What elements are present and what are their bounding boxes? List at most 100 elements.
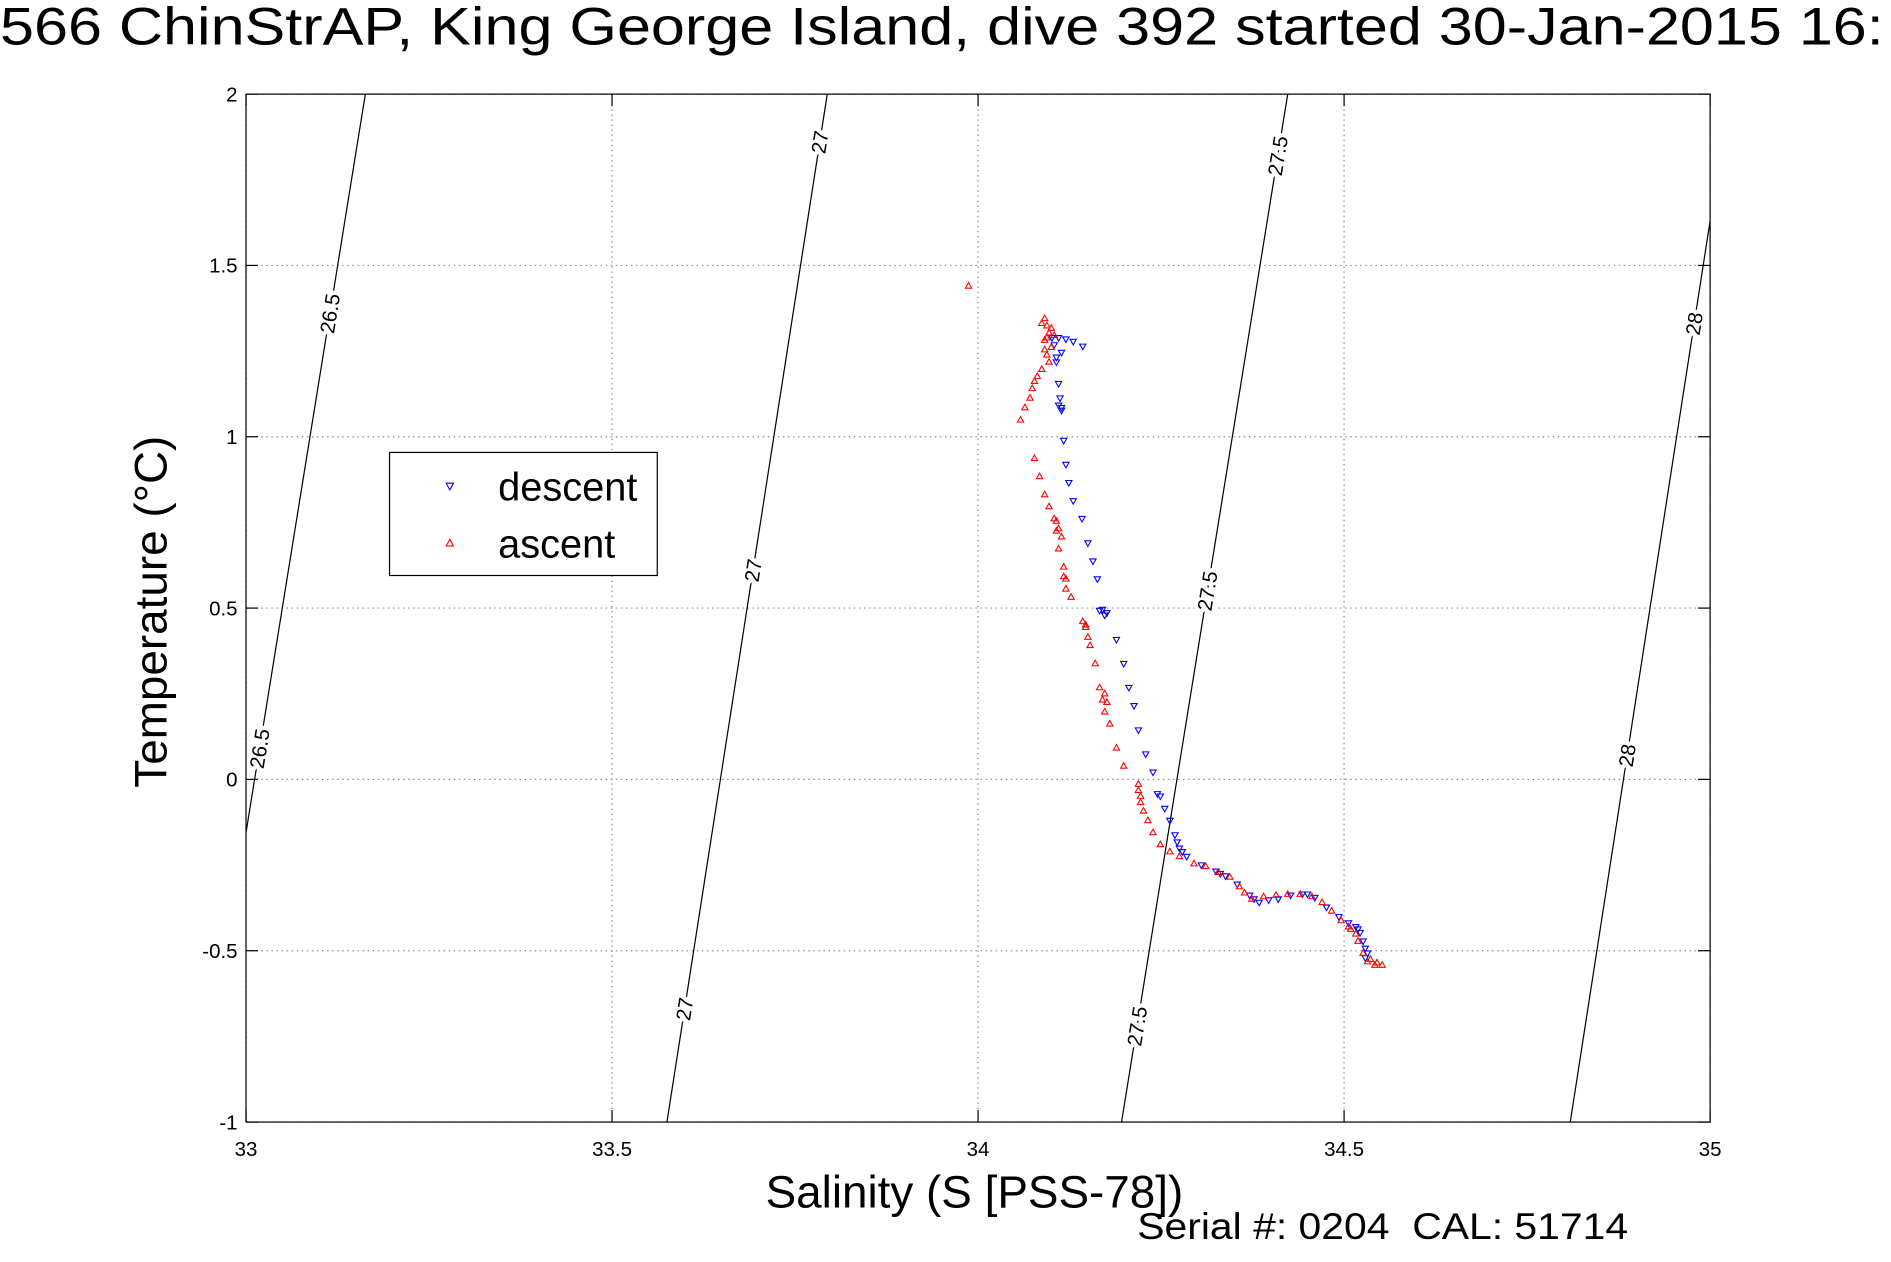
ascent-point [1271,890,1281,898]
ascent-point [1259,892,1268,900]
descent-point [1054,335,1063,343]
ascent-point [1091,659,1100,667]
ascent-point [1035,472,1044,480]
contour-label: 28 [1615,742,1641,768]
series-ascent [964,281,1387,968]
ascent-point [1061,584,1070,592]
ascent-point [1040,314,1049,322]
ascent-point [1033,371,1042,380]
ascent-point [1139,806,1148,814]
y-tick-label: 1 [226,426,237,449]
ascent-point [1040,490,1049,498]
contour-line-27.5 [1120,94,1289,1123]
ascent-point [1045,357,1054,365]
descent-point [1182,853,1191,861]
ascent-point [1175,852,1184,860]
ascent-point [1214,867,1223,875]
contour-line-27 [666,94,828,1123]
ascent-point [1318,897,1327,906]
ascent-point [1247,894,1256,902]
descent-point [1359,938,1368,946]
y-tick-label: -1 [219,1111,237,1134]
ascent-point [1047,323,1056,331]
descent-point [1322,904,1331,912]
ascent-point [1095,683,1104,691]
contour-label: 27 [672,996,698,1022]
descent-point [1221,873,1230,881]
ascent-point [1353,936,1363,944]
ascent-point [1037,318,1046,327]
ascent-point [1045,502,1054,510]
descent-point [1197,862,1206,870]
legend: descent ascent [388,451,658,577]
legend-box [388,451,658,577]
descent-point [1148,769,1158,777]
ascent-point [1235,882,1244,890]
descent-point [1361,945,1370,953]
legend-descent-label: descent [498,466,637,510]
descent-point [1264,897,1273,905]
ascent-point [1037,364,1046,372]
ascent-point [1119,761,1128,769]
ascent-point [1052,516,1061,524]
descent-point [1298,891,1307,899]
x-tick-label: 34 [967,1138,990,1161]
descent-point [1303,891,1312,899]
ascent-point [1136,797,1145,806]
descent-point [1141,751,1150,759]
descent-point [1059,437,1068,446]
ascent-point [1098,695,1107,703]
descent-point [1124,684,1133,693]
contour-label: 27 [807,129,833,155]
y-axis-label: Temperature (°C) [125,436,176,788]
descent-point [1078,343,1087,351]
ticks: 33 33.5 34 34.5 35 2 1.5 1 0.5 0 -0.5 -1 [202,83,1721,1160]
descent-point [1134,727,1143,735]
ascent-point [1165,847,1174,855]
descent-point [1093,576,1102,584]
ascent-point [1134,785,1143,794]
ascent-point [1081,620,1090,628]
ascent-point [1045,328,1054,336]
ascent-point [964,281,973,289]
x-tick-label: 33.5 [592,1138,632,1161]
descent-point [1165,817,1174,825]
ascent-point [1040,335,1049,343]
ascent-point [1040,345,1049,353]
ascent-point [1378,960,1387,968]
ascent-point [1201,861,1210,870]
ascent-point [1240,888,1249,896]
ascent-point [1370,960,1379,968]
ascent-point [1066,592,1076,600]
descent-point [1061,336,1070,344]
legend-ascent-label: ascent [498,522,615,566]
descent-point [1077,515,1087,524]
y-tick-label: 2 [226,83,237,106]
contour-line-28 [1569,220,1711,1123]
contour-label: 28 [1682,311,1708,337]
ascent-point [1307,892,1316,900]
ascent-point [1030,376,1039,384]
descent-point [1255,899,1264,907]
x-tick-label: 33 [235,1138,258,1161]
contour-label: 27 [741,557,767,583]
ascent-point [1112,743,1121,751]
ascent-point [1057,532,1066,540]
descent-point [1160,805,1169,814]
ascent-point [1225,872,1234,880]
ascent-point [1059,562,1068,570]
legend-descent-marker-icon [445,482,455,491]
ascent-point [1085,640,1095,649]
y-tick-label: 1.5 [209,255,237,278]
descent-point [1356,929,1365,938]
descent-point [1249,896,1259,904]
y-tick-label: 0.5 [209,597,237,620]
descent-point [1353,926,1363,934]
descent-point [1064,479,1073,488]
ascent-point [1030,453,1039,462]
descent-point [1156,793,1165,801]
legend-ascent-marker-icon [445,538,455,547]
plot-title: 566 ChinStrAP, King George Island, dive … [0,0,1884,57]
